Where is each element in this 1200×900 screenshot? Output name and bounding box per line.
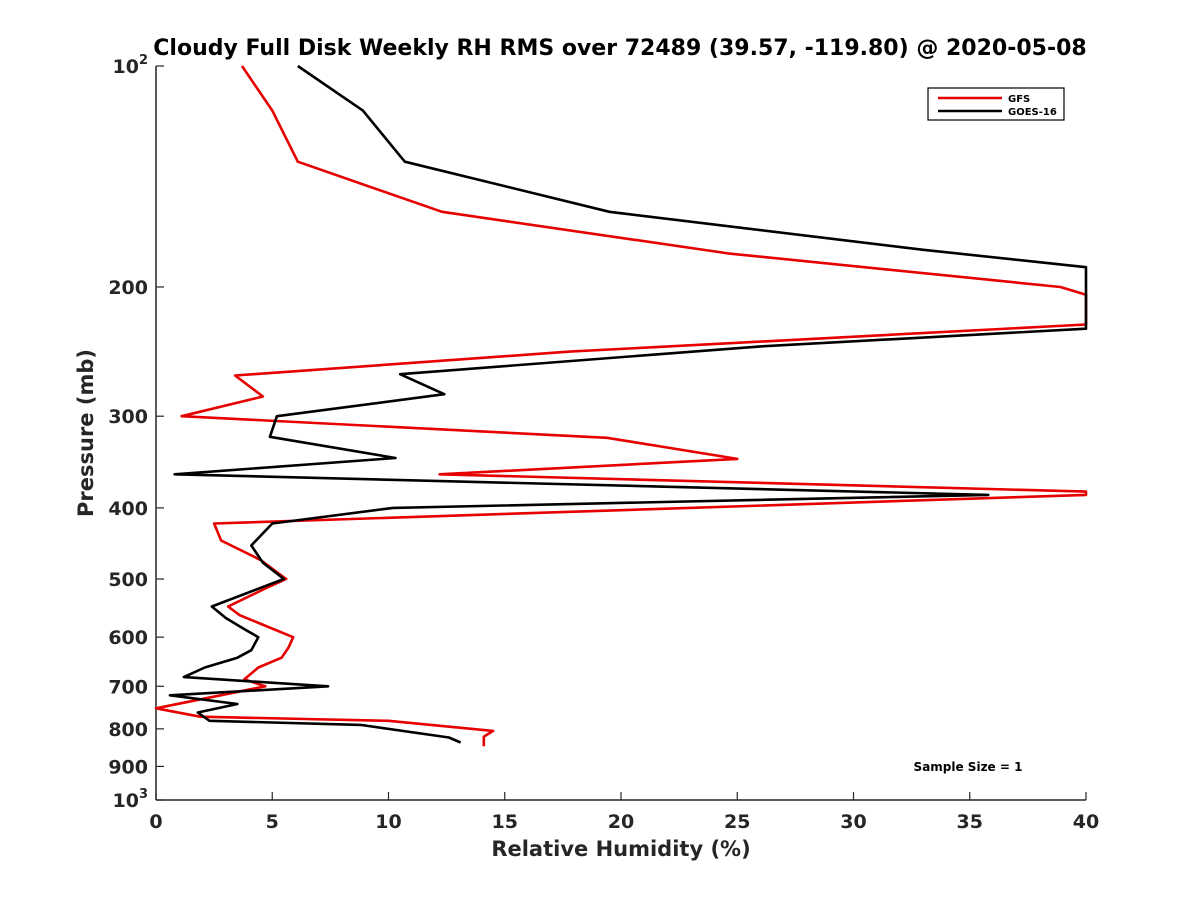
y-tick-label: 600 [108,627,148,649]
x-tick-label: 25 [724,811,750,833]
y-tick-label: 300 [108,406,148,428]
series-layer [154,64,1088,747]
x-tick-label: 10 [375,811,401,833]
series-line-goes-16 [168,64,1088,744]
y-axis-ticks: 102 200 300 400 500 600 700 800 900 103 [108,53,164,812]
x-tick-label: 0 [149,811,162,833]
series-line-gfs [154,65,1088,747]
legend-label-goes-16: GOES-16 [1008,107,1057,118]
x-axis-label: Relative Humidity (%) [491,837,750,861]
y-tick-label: 900 [108,756,148,778]
legend-box [927,87,1065,121]
plot-area [155,66,1086,801]
chart-title: Cloudy Full Disk Weekly RH RMS over 7248… [153,36,1086,61]
legend-label-gfs: GFS [1008,94,1030,105]
y-tick-label: 103 [113,787,149,812]
y-tick-label: 200 [108,277,148,299]
x-tick-label: 20 [608,811,634,833]
x-tick-label: 35 [957,811,983,833]
x-tick-label: 15 [492,811,518,833]
y-tick-label: 400 [108,498,148,520]
y-tick-label: 500 [108,569,148,591]
legend: GFS GOES-16 [927,87,1065,121]
y-axis-label: Pressure (mb) [74,349,98,517]
y-tick-label: 102 [113,53,149,78]
x-tick-label: 40 [1073,811,1099,833]
y-tick-label: 800 [108,719,148,741]
x-tick-label: 5 [266,811,279,833]
x-tick-label: 30 [840,811,866,833]
sample-size-annotation: Sample Size = 1 [914,760,1023,774]
y-tick-label: 700 [108,676,148,698]
x-axis-ticks: 0 5 10 15 20 25 30 35 40 [149,792,1099,833]
